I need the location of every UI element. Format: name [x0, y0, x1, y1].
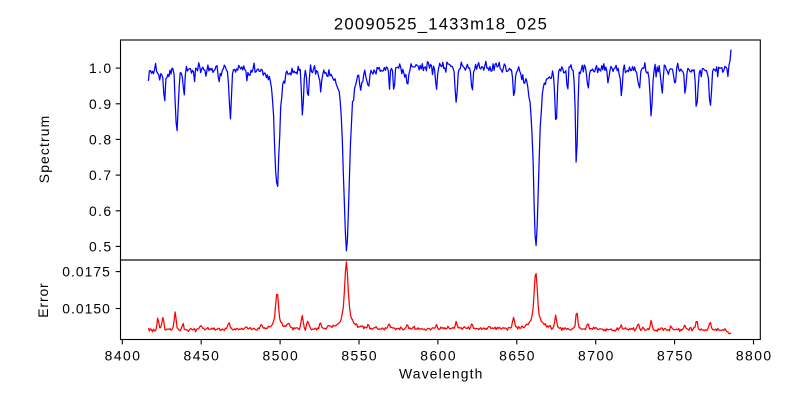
svg-text:8600: 8600 [420, 347, 456, 363]
svg-text:20090525_1433m18_025: 20090525_1433m18_025 [334, 15, 547, 34]
svg-text:Spectrum: Spectrum [36, 116, 52, 183]
svg-text:8400: 8400 [105, 347, 141, 363]
svg-text:0.0150: 0.0150 [62, 301, 110, 317]
svg-text:0.9: 0.9 [89, 96, 111, 112]
svg-text:0.0175: 0.0175 [62, 264, 110, 280]
svg-text:0.6: 0.6 [89, 203, 111, 219]
svg-text:Wavelength: Wavelength [399, 365, 482, 381]
svg-text:8750: 8750 [657, 347, 693, 363]
svg-text:1.0: 1.0 [89, 60, 111, 76]
svg-text:0.8: 0.8 [89, 131, 111, 147]
svg-text:8800: 8800 [736, 347, 772, 363]
svg-text:8550: 8550 [341, 347, 377, 363]
svg-text:8450: 8450 [184, 347, 220, 363]
svg-text:8500: 8500 [262, 347, 298, 363]
svg-text:8650: 8650 [499, 347, 535, 363]
svg-text:0.5: 0.5 [89, 238, 111, 254]
svg-text:Error: Error [35, 283, 51, 318]
svg-text:8700: 8700 [578, 347, 614, 363]
svg-text:0.7: 0.7 [89, 167, 111, 183]
